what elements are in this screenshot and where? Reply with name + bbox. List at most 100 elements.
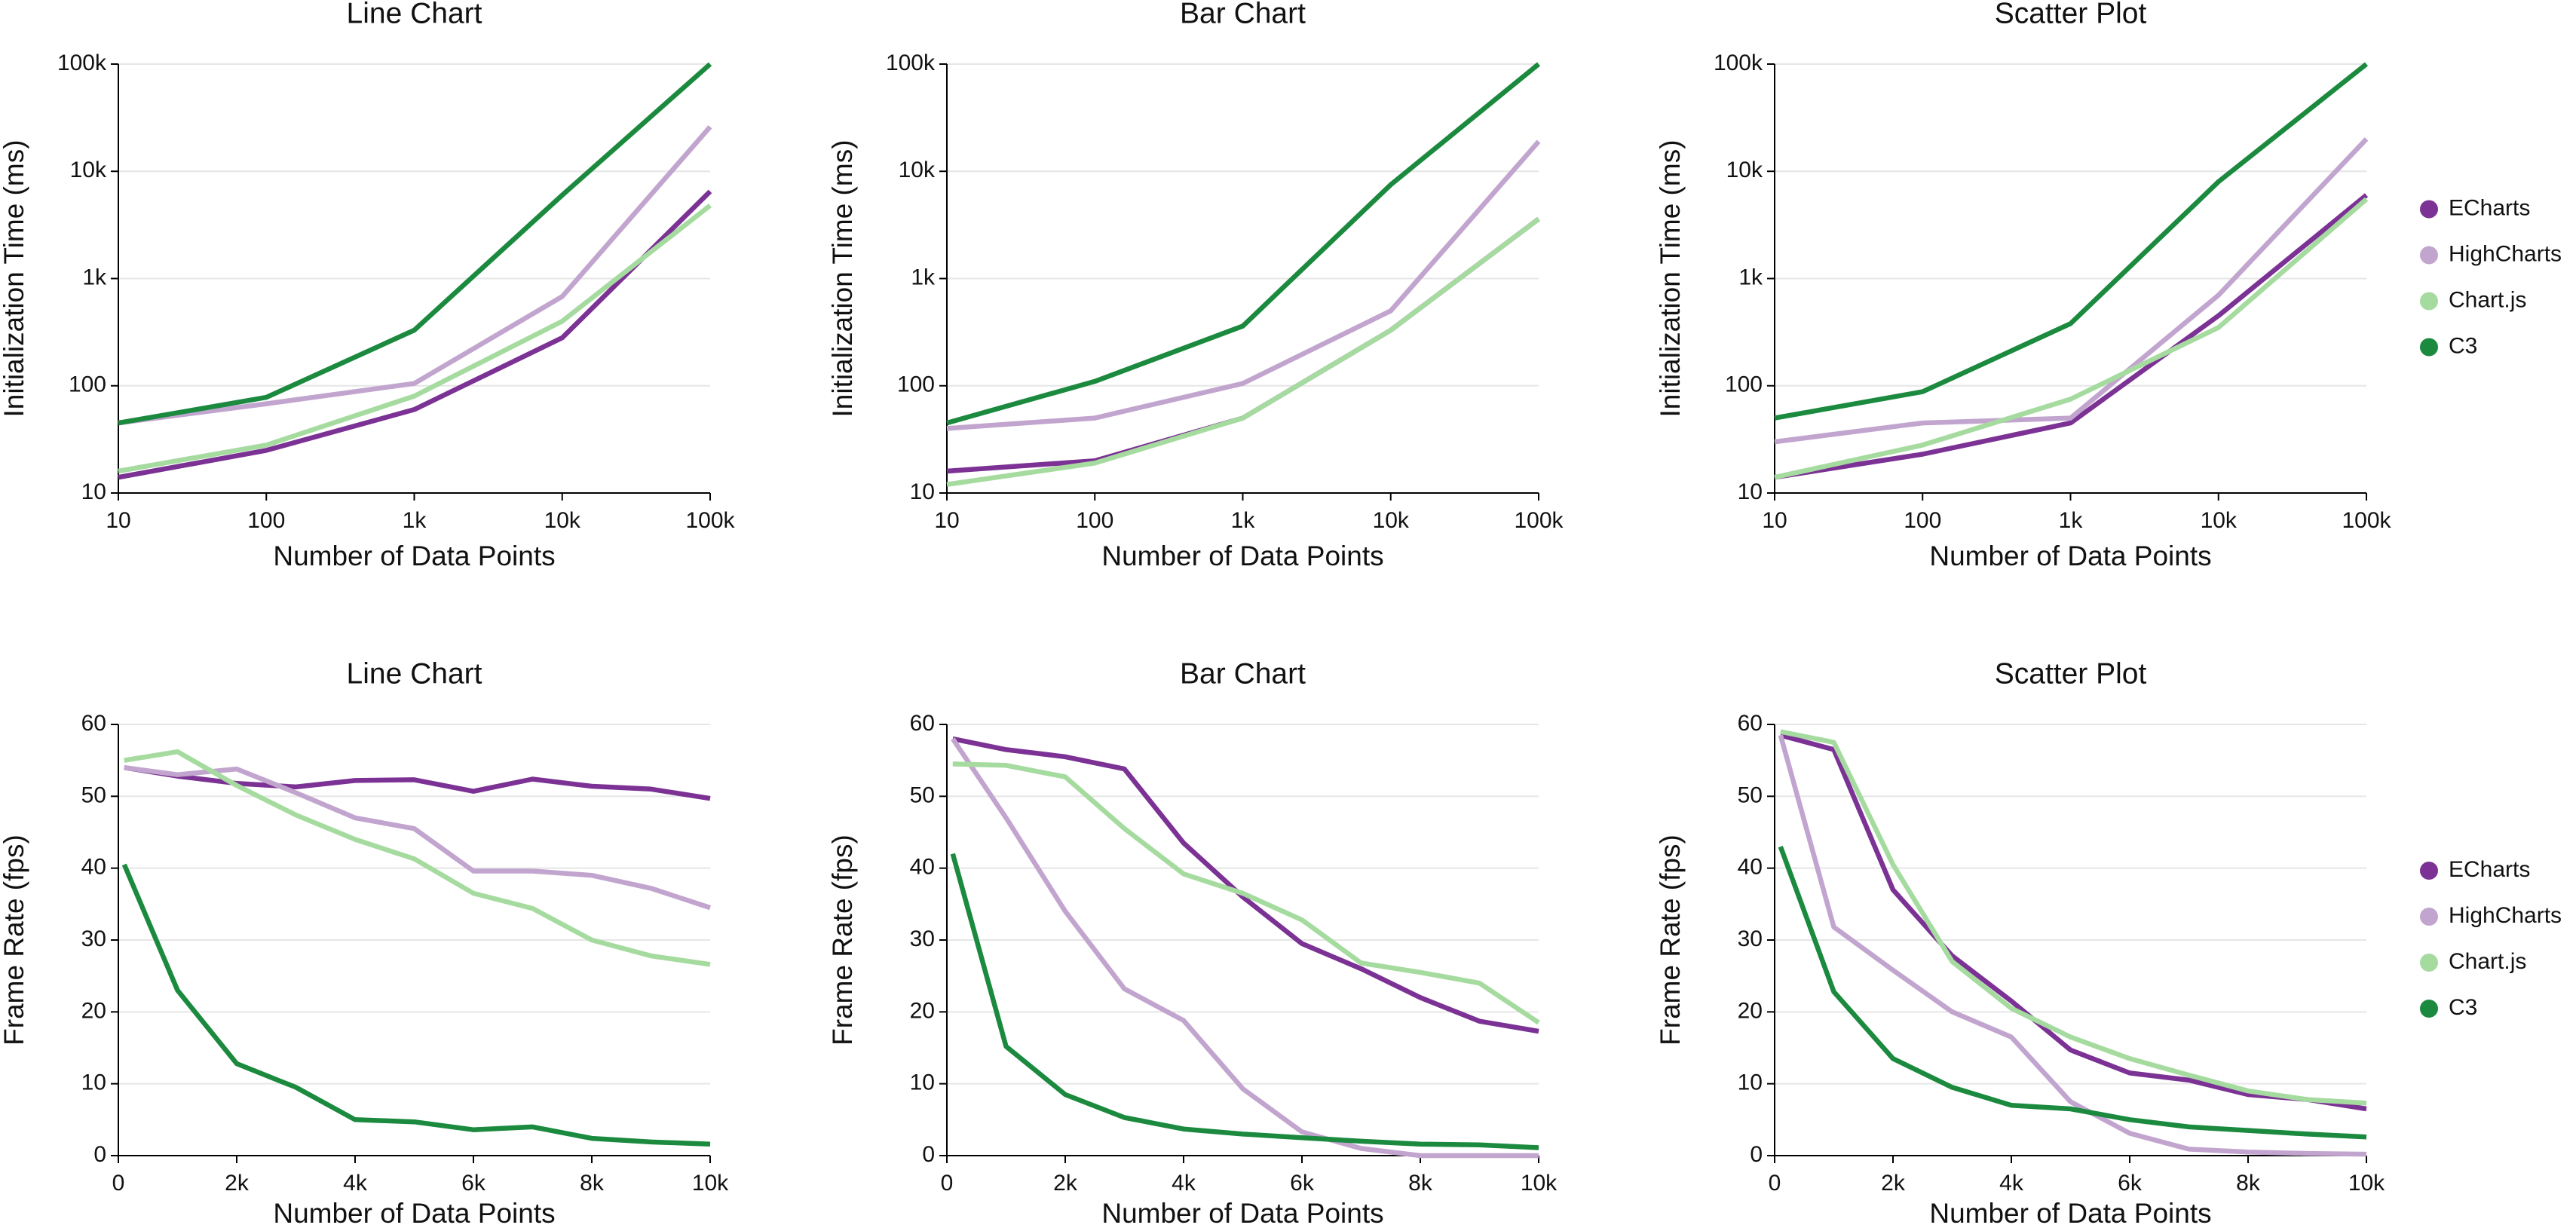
y-tick-label: 1k bbox=[82, 265, 107, 289]
series-line bbox=[950, 853, 1539, 1150]
y-tick-label: 10 bbox=[1738, 1070, 1763, 1095]
y-tick-label: 30 bbox=[81, 926, 106, 951]
legend-marker bbox=[2420, 954, 2438, 972]
series-line bbox=[946, 216, 1540, 474]
chart-title: Scatter Plot bbox=[1995, 657, 2147, 690]
x-axis-label: Number of Data Points bbox=[1929, 1198, 2211, 1229]
y-tick-label: 60 bbox=[1738, 711, 1763, 736]
y-tick-label: 50 bbox=[910, 782, 935, 807]
legend-label: C3 bbox=[2449, 995, 2477, 1020]
x-tick-label: 1k bbox=[2059, 508, 2084, 533]
x-tick-label: 6k bbox=[1290, 1171, 1315, 1196]
y-axis-label: Frame Rate (fps) bbox=[0, 834, 29, 1046]
legend-label: HighCharts bbox=[2449, 241, 2562, 266]
y-tick-label: 20 bbox=[81, 998, 106, 1023]
y-tick-label: 10 bbox=[81, 1070, 106, 1095]
x-axis-label: Number of Data Points bbox=[1929, 540, 2211, 571]
series-line bbox=[124, 764, 711, 801]
y-tick-label: 0 bbox=[922, 1142, 935, 1167]
x-tick-label: 1k bbox=[403, 508, 427, 533]
y-tick-label: 10k bbox=[899, 158, 936, 182]
legend-marker bbox=[2420, 200, 2438, 219]
y-tick-label: 100 bbox=[69, 372, 106, 397]
y-tick-label: 60 bbox=[910, 711, 935, 736]
x-axis-label: Number of Data Points bbox=[273, 1198, 555, 1229]
y-tick-label: 100k bbox=[1714, 51, 1763, 75]
y-tick-label: 10 bbox=[1738, 479, 1763, 504]
y-tick-label: 10 bbox=[910, 479, 935, 504]
series-line bbox=[946, 139, 1541, 431]
chart-title: Bar Chart bbox=[1180, 657, 1306, 690]
x-tick-label: 2k bbox=[1881, 1171, 1906, 1196]
x-tick-label: 10k bbox=[2348, 1171, 2385, 1196]
x-tick-label: 4k bbox=[343, 1171, 368, 1196]
series-line bbox=[951, 737, 1539, 1159]
series-line bbox=[1774, 193, 2369, 480]
x-tick-label: 4k bbox=[1999, 1171, 2024, 1196]
y-tick-label: 100 bbox=[1725, 372, 1763, 397]
y-tick-label: 40 bbox=[910, 855, 935, 880]
series-line bbox=[1779, 733, 2367, 1112]
x-tick-label: 10k bbox=[1521, 1171, 1558, 1196]
chart-title: Line Chart bbox=[347, 657, 482, 690]
x-axis-label: Number of Data Points bbox=[273, 540, 555, 571]
x-tick-label: 100 bbox=[1076, 508, 1113, 533]
series-line bbox=[1778, 734, 2367, 1157]
series-line bbox=[124, 749, 711, 967]
y-tick-label: 50 bbox=[1738, 782, 1763, 807]
y-tick-label: 10k bbox=[1726, 158, 1763, 182]
x-tick-label: 6k bbox=[2118, 1171, 2143, 1196]
chart-title: Bar Chart bbox=[1180, 0, 1306, 29]
series-line bbox=[1780, 729, 2367, 1106]
y-tick-label: 0 bbox=[93, 1142, 106, 1167]
x-tick-label: 2k bbox=[1053, 1171, 1078, 1196]
x-tick-label: 8k bbox=[580, 1171, 605, 1196]
legend-label: ECharts bbox=[2449, 857, 2530, 882]
legend-label: HighCharts bbox=[2449, 903, 2562, 928]
x-tick-label: 6k bbox=[461, 1171, 486, 1196]
y-tick-label: 1k bbox=[911, 265, 936, 289]
x-tick-label: 10k bbox=[2201, 508, 2238, 533]
x-tick-label: 100k bbox=[1514, 508, 1564, 533]
x-tick-label: 10 bbox=[106, 508, 130, 533]
series-line bbox=[118, 204, 712, 474]
x-tick-label: 0 bbox=[1769, 1171, 1781, 1196]
y-tick-label: 10k bbox=[70, 158, 107, 182]
y-tick-label: 1k bbox=[1738, 265, 1763, 289]
series-line bbox=[118, 62, 712, 426]
x-tick-label: 100 bbox=[247, 508, 285, 533]
series-line bbox=[118, 189, 712, 480]
series-line bbox=[1774, 197, 2369, 480]
x-tick-label: 10 bbox=[1762, 508, 1787, 533]
x-tick-label: 10 bbox=[934, 508, 959, 533]
series-line bbox=[952, 761, 1540, 1025]
x-tick-label: 4k bbox=[1172, 1171, 1196, 1196]
y-tick-label: 10 bbox=[81, 479, 106, 504]
y-tick-label: 40 bbox=[81, 855, 106, 880]
x-tick-label: 10k bbox=[544, 508, 581, 533]
y-axis-label: Initialization Time (ms) bbox=[0, 139, 29, 417]
series-line bbox=[1774, 62, 2369, 421]
y-tick-label: 100 bbox=[897, 372, 935, 397]
legend-label: Chart.js bbox=[2449, 287, 2526, 312]
x-tick-label: 10k bbox=[692, 1171, 729, 1196]
y-tick-label: 20 bbox=[1738, 998, 1763, 1023]
chart-title: Scatter Plot bbox=[1995, 0, 2147, 29]
y-tick-label: 10 bbox=[910, 1070, 935, 1095]
x-tick-label: 1k bbox=[1231, 508, 1256, 533]
legend-label: Chart.js bbox=[2449, 949, 2526, 974]
x-tick-label: 0 bbox=[112, 1171, 125, 1196]
x-tick-label: 8k bbox=[2236, 1171, 2261, 1196]
x-tick-label: 100 bbox=[1904, 508, 1941, 533]
series-line bbox=[946, 216, 1540, 487]
y-tick-label: 30 bbox=[1738, 926, 1763, 951]
series-line bbox=[121, 863, 711, 1147]
y-tick-label: 30 bbox=[910, 926, 935, 951]
legend-marker bbox=[2420, 1000, 2438, 1018]
y-tick-label: 60 bbox=[81, 711, 106, 736]
y-tick-label: 100k bbox=[57, 51, 107, 75]
x-axis-label: Number of Data Points bbox=[1101, 540, 1383, 571]
y-tick-label: 20 bbox=[910, 998, 935, 1023]
